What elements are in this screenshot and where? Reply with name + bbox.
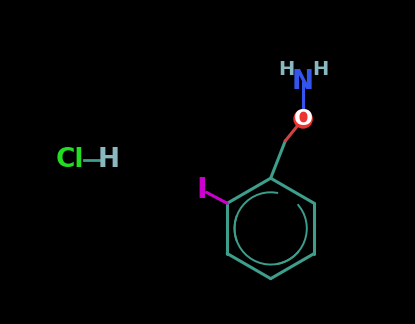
Text: H: H	[278, 60, 294, 79]
Text: N: N	[292, 69, 314, 95]
Text: H: H	[98, 147, 120, 173]
Text: Cl: Cl	[56, 147, 84, 173]
Text: H: H	[312, 60, 328, 79]
Circle shape	[294, 110, 312, 128]
Text: O: O	[293, 109, 312, 129]
Text: I: I	[197, 176, 208, 204]
